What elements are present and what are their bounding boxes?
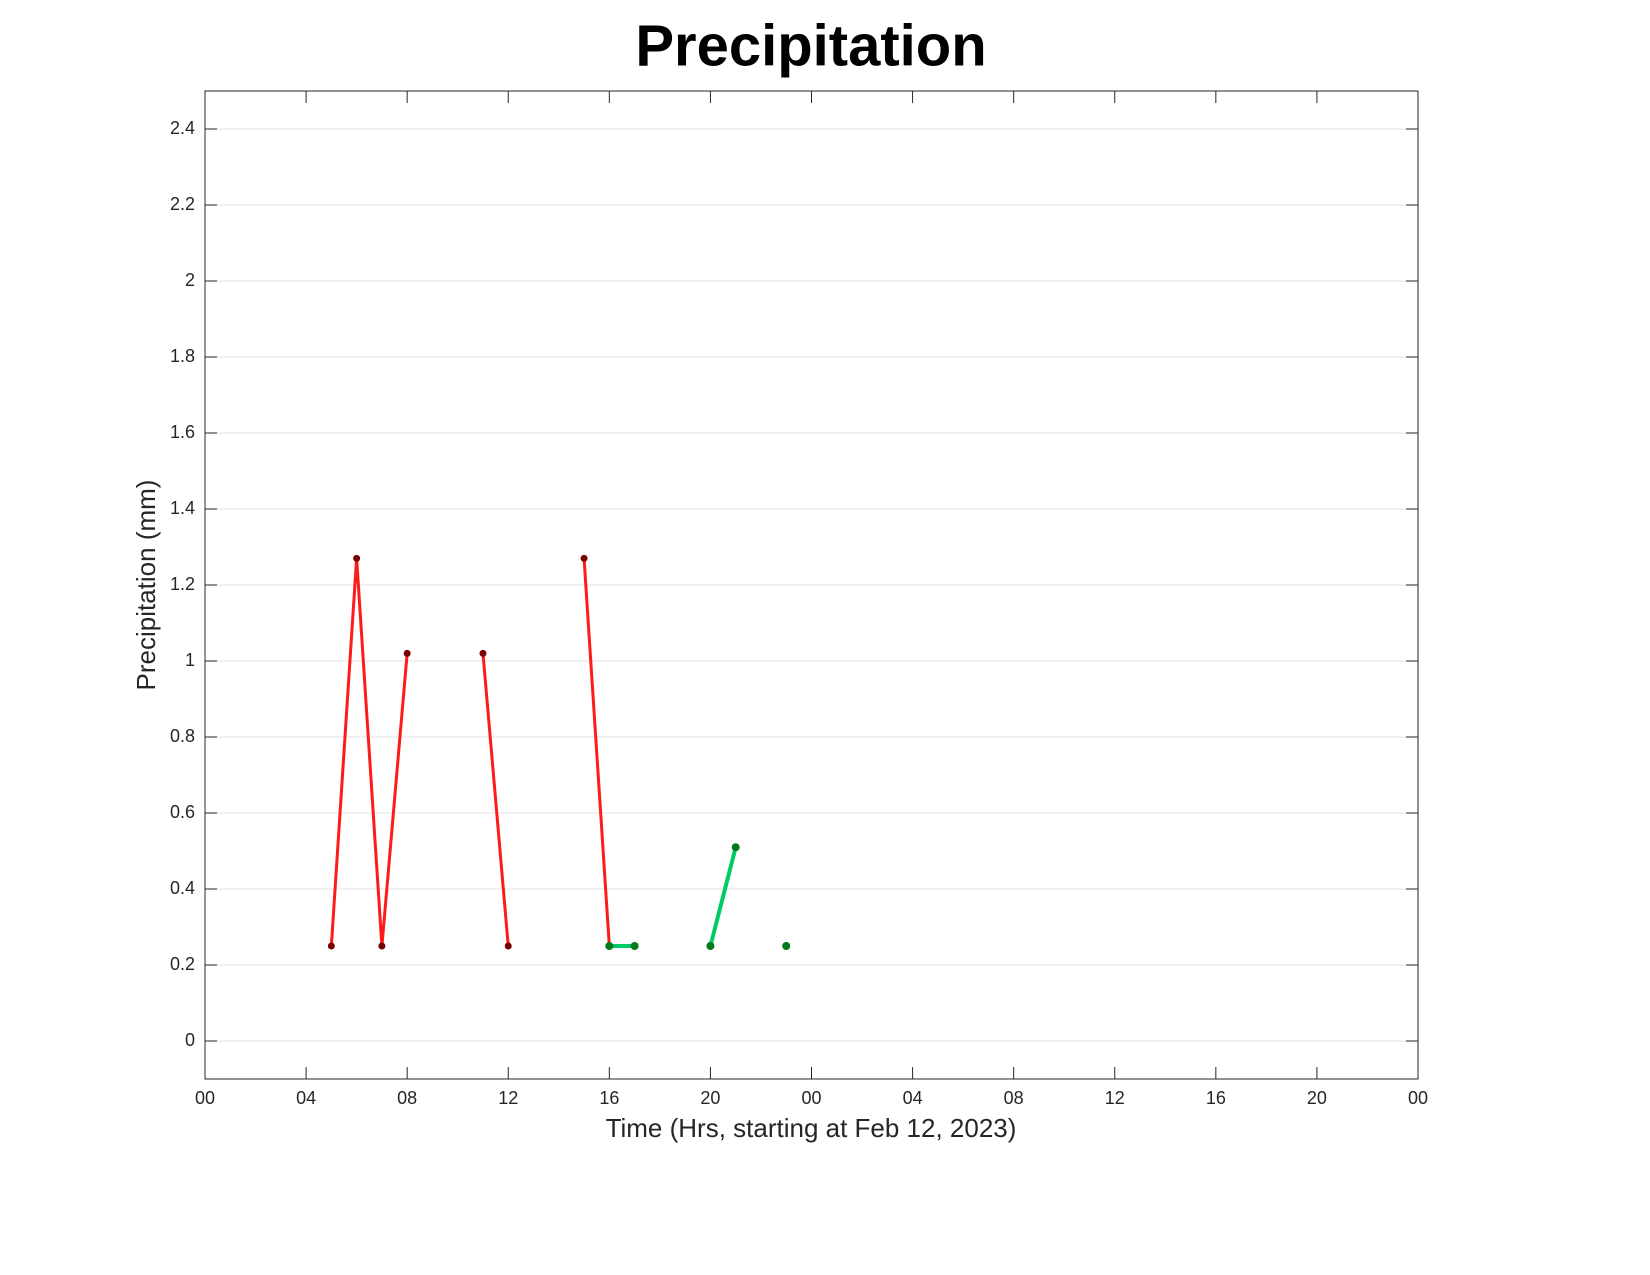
- data-point: [630, 942, 639, 950]
- x-tick-label: 00: [1408, 1088, 1428, 1108]
- x-tick-label: 04: [903, 1088, 923, 1108]
- y-tick-label: 2: [185, 270, 195, 290]
- x-tick-label: 04: [296, 1088, 316, 1108]
- y-tick-label: 0: [185, 1030, 195, 1050]
- x-tick-label: 00: [801, 1088, 821, 1108]
- data-point: [403, 649, 411, 657]
- y-tick-label: 2.2: [170, 194, 195, 214]
- series-line: [329, 556, 611, 948]
- x-tick-label: 08: [397, 1088, 417, 1108]
- data-point: [706, 942, 715, 950]
- x-tick-label: 16: [599, 1088, 619, 1108]
- x-axis-label: Time (Hrs, starting at Feb 12, 2023): [606, 1113, 1017, 1143]
- data-point: [378, 942, 386, 950]
- chart-title: Precipitation: [635, 13, 986, 78]
- data-point: [605, 942, 614, 950]
- y-tick-label: 2.4: [170, 118, 195, 138]
- x-tick-label: 16: [1206, 1088, 1226, 1108]
- data-point: [782, 942, 791, 950]
- data-point: [327, 942, 335, 950]
- data-point: [580, 554, 588, 562]
- y-tick-label: 1.4: [170, 498, 195, 518]
- y-tick-label: 0.4: [170, 878, 195, 898]
- x-tick-label: 20: [1307, 1088, 1327, 1108]
- data-point: [353, 554, 361, 562]
- x-tick-label: 00: [195, 1088, 215, 1108]
- data-point: [479, 649, 487, 657]
- y-axis-label: Precipitation (mm): [131, 480, 161, 691]
- series-line: [609, 847, 786, 946]
- y-tick-label: 0.2: [170, 954, 195, 974]
- y-tick-label: 0.8: [170, 726, 195, 746]
- plot-frame: [204, 90, 1419, 1080]
- x-tick-label: 20: [700, 1088, 720, 1108]
- x-tick-label: 12: [498, 1088, 518, 1108]
- y-tick-label: 0.6: [170, 802, 195, 822]
- y-tick-label: 1.2: [170, 574, 195, 594]
- y-tick-label: 1: [185, 650, 195, 670]
- x-tick-label: 08: [1004, 1088, 1024, 1108]
- y-tick-label: 1.6: [170, 422, 195, 442]
- data-point: [731, 843, 740, 852]
- y-tick-label: 1.8: [170, 346, 195, 366]
- data-point: [504, 942, 512, 950]
- x-tick-label: 12: [1105, 1088, 1125, 1108]
